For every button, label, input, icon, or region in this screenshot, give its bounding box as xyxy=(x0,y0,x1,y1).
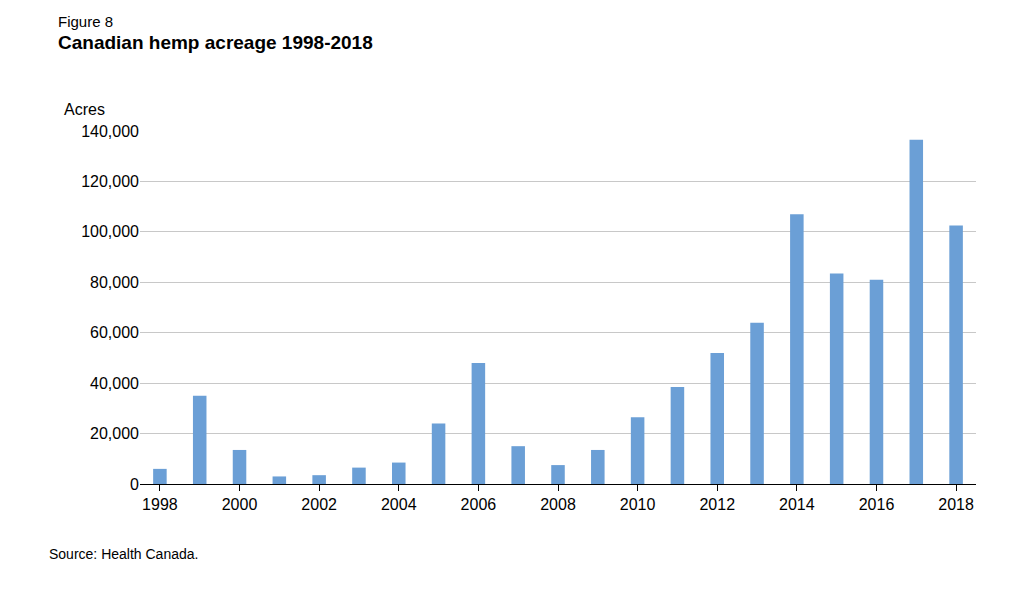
svg-text:100,000: 100,000 xyxy=(81,223,139,240)
svg-text:2006: 2006 xyxy=(461,496,497,513)
svg-text:120,000: 120,000 xyxy=(81,173,139,190)
svg-text:2018: 2018 xyxy=(938,496,974,513)
svg-text:2016: 2016 xyxy=(859,496,895,513)
svg-text:0: 0 xyxy=(130,476,139,493)
svg-text:2004: 2004 xyxy=(381,496,417,513)
svg-text:Acres: Acres xyxy=(64,101,105,118)
svg-text:60,000: 60,000 xyxy=(90,324,139,341)
svg-text:Canadian hemp acreage 1998-201: Canadian hemp acreage 1998-2018 xyxy=(58,32,373,53)
svg-text:2014: 2014 xyxy=(779,496,815,513)
svg-text:2000: 2000 xyxy=(222,496,258,513)
svg-text:Figure 8: Figure 8 xyxy=(58,13,113,30)
svg-text:80,000: 80,000 xyxy=(90,274,139,291)
svg-text:Source: Health Canada.: Source: Health Canada. xyxy=(49,546,198,562)
svg-text:2002: 2002 xyxy=(301,496,337,513)
svg-text:20,000: 20,000 xyxy=(90,425,139,442)
svg-text:140,000: 140,000 xyxy=(81,123,139,140)
svg-text:2012: 2012 xyxy=(699,496,735,513)
svg-text:40,000: 40,000 xyxy=(90,375,139,392)
svg-text:2010: 2010 xyxy=(620,496,656,513)
svg-text:2008: 2008 xyxy=(540,496,576,513)
svg-text:1998: 1998 xyxy=(142,496,178,513)
